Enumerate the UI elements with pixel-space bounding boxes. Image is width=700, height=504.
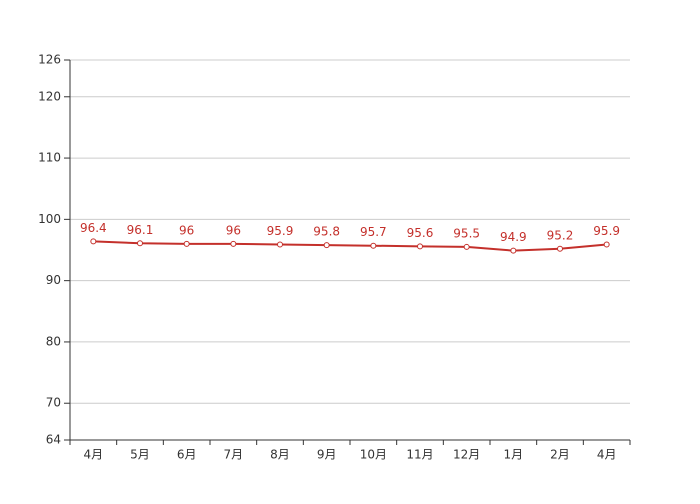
data-label: 96.4 [80, 221, 107, 235]
y-tick-label: 70 [46, 396, 61, 410]
point [603, 241, 610, 248]
x-tick-label: 4月 [597, 448, 617, 462]
point [230, 240, 237, 247]
point [417, 243, 423, 250]
data-label: 95.2 [547, 228, 574, 242]
data-label: 95.7 [360, 225, 387, 239]
data-label: 95.9 [593, 224, 620, 238]
point [90, 238, 97, 245]
x-tick-label: 4月 [84, 448, 104, 462]
y-tick-label: 120 [38, 89, 61, 103]
data-label: 95.9 [267, 224, 294, 238]
point [510, 247, 517, 254]
y-tick-label: 110 [38, 151, 61, 165]
x-tick-label: 11月 [406, 448, 433, 462]
point [277, 241, 283, 248]
data-label: 95.8 [313, 225, 340, 239]
x-tick-label: 7月 [224, 448, 244, 462]
point [557, 245, 563, 252]
y-tick-label: 126 [38, 53, 61, 67]
y-tick-label: 80 [46, 334, 61, 348]
x-tick-label: 1月 [504, 448, 524, 462]
point [323, 242, 330, 249]
line [93, 240, 607, 252]
data-label: 95.6 [407, 226, 434, 240]
y-tick-label: 64 [46, 433, 61, 447]
x-tick-label: 8月 [270, 448, 290, 462]
data-label: 96.1 [127, 223, 154, 237]
data-label: 94.9 [500, 230, 527, 244]
x-tick-label: 12月 [453, 448, 480, 462]
data-label: 96 [226, 223, 241, 237]
point [463, 243, 470, 250]
y-tick-label: 100 [38, 212, 61, 226]
data-label: 95.5 [453, 226, 480, 240]
x-tick-label: 10月 [360, 448, 387, 462]
point [370, 242, 377, 249]
x-tick-label: 9月 [317, 448, 337, 462]
point [137, 240, 143, 247]
x-tick-label: 2月 [550, 448, 570, 462]
x-tick-label: 6月 [177, 448, 197, 462]
y-tick-label: 90 [46, 273, 61, 287]
x-tick-label: 5月 [130, 448, 150, 462]
data-label: 96 [179, 223, 194, 237]
point [183, 240, 190, 247]
